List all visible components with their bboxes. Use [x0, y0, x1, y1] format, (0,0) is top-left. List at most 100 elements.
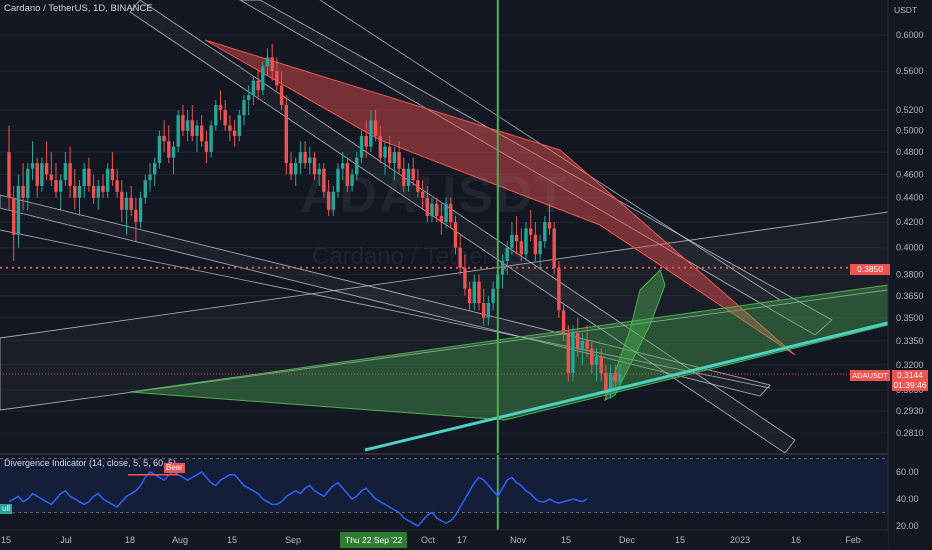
candle-body: [472, 281, 476, 304]
candle-body: [524, 228, 528, 255]
candle-body: [190, 120, 194, 136]
price-tick-label: 0.5600: [896, 66, 924, 76]
candle-body: [345, 163, 350, 186]
candle-body: [49, 174, 53, 181]
candle-body: [68, 163, 72, 186]
candle-body: [411, 168, 415, 181]
name-watermark: Cardano / TetherUS: [312, 243, 524, 270]
last-price-badge: 0.3144: [892, 370, 928, 381]
candle-body: [134, 209, 138, 223]
candle-body: [294, 163, 298, 175]
price-tick-label: 0.3500: [896, 313, 924, 323]
candle-body: [209, 125, 213, 153]
candle-body: [232, 130, 237, 136]
channel: [239, 0, 833, 336]
candle-body: [204, 141, 209, 153]
indicator-tick-label: 60.00: [896, 467, 919, 477]
time-axis[interactable]: 15 Jul 18 Aug 15 Sep Oct 17 Nov 15 Dec 15 2023 16 Feb: [0, 529, 888, 550]
candle-body: [7, 152, 11, 198]
indicator-line: [8, 471, 588, 527]
candle-body: [223, 110, 227, 126]
candle-body: [261, 66, 265, 91]
candle-body: [416, 180, 420, 192]
candle-body: [519, 241, 523, 255]
indicator-title[interactable]: Divergence Indicator (14, close, 5, 5, 6…: [4, 458, 177, 468]
time-tick-label: 2023: [730, 535, 750, 545]
candle-body: [336, 168, 340, 192]
candle-body: [439, 215, 444, 223]
candle-body: [12, 197, 16, 235]
candle-body: [538, 241, 542, 255]
candle-body: [162, 135, 166, 142]
candle-body: [383, 146, 387, 158]
candle-body: [392, 152, 397, 164]
price-tick-label: 0.5200: [896, 105, 924, 115]
candle-body: [514, 234, 519, 242]
candle-body: [63, 163, 68, 181]
candle-body: [200, 125, 204, 142]
candles: [7, 43, 622, 399]
candle-body: [214, 105, 218, 126]
price-tick-label: 0.4800: [896, 147, 924, 157]
candle-body: [171, 146, 176, 158]
candle-body: [110, 168, 115, 181]
candle-body: [73, 185, 77, 198]
price-tick-label: 0.3200: [896, 360, 924, 370]
candle-body: [510, 234, 514, 248]
symbol-watermark: ADAUSDT: [300, 166, 569, 224]
currency-label: USDT: [894, 5, 918, 15]
candle-body: [467, 288, 472, 304]
candle-body: [322, 168, 326, 192]
candle-body: [543, 222, 547, 242]
candle-body: [167, 141, 171, 158]
candle-body: [580, 340, 585, 349]
bear-label: Bear: [164, 463, 185, 473]
candle-body: [59, 180, 63, 192]
indicator-tick-label: 40.00: [896, 494, 919, 504]
candle-body: [486, 303, 491, 318]
candle-body: [435, 203, 439, 216]
candle-body: [91, 185, 96, 198]
time-tick-label: Nov: [510, 535, 527, 545]
candle-body: [505, 247, 509, 262]
time-axis-background: [0, 530, 888, 550]
candle-body: [218, 105, 223, 111]
candle-body: [449, 203, 453, 223]
candle-body: [153, 163, 157, 175]
candle-body: [576, 333, 580, 349]
candle-body: [26, 168, 30, 198]
candle-body: [101, 185, 105, 192]
time-tick-label: Oct: [421, 535, 436, 545]
candle-body: [317, 168, 321, 175]
candle-body: [185, 120, 190, 131]
candle-body: [96, 185, 100, 198]
candle-body: [613, 373, 617, 382]
support-trendline: [364, 321, 889, 452]
candle-body: [355, 157, 359, 175]
candle-body: [599, 356, 603, 374]
candle-body: [331, 191, 335, 210]
indicator-tick-label: 20.00: [896, 521, 919, 531]
candle-body: [402, 168, 406, 186]
time-tick-label: Dec: [619, 535, 636, 545]
candle-body: [35, 163, 39, 186]
candle-body: [265, 57, 270, 67]
candle-body: [270, 57, 274, 72]
candle-body: [444, 203, 448, 223]
cursor-date-badge: Thu 22 Sep '22: [340, 532, 408, 548]
candle-body: [176, 115, 180, 147]
price-axis[interactable]: 0.6000 0.5600 0.5200 0.5000 0.4800 0.4600 0.44…: [887, 0, 924, 550]
candle-body: [594, 356, 599, 365]
candle-body: [533, 234, 538, 255]
candle-body: [482, 303, 486, 318]
candle-body: [529, 228, 533, 235]
chart-title[interactable]: Cardano / TetherUS, 1D, BINANCE: [4, 3, 153, 14]
price-tick-label: 0.3350: [896, 336, 924, 346]
candle-body: [571, 333, 575, 374]
level-price-badge: 0.3850: [850, 264, 890, 275]
candle-body: [284, 105, 288, 164]
candle-body: [364, 135, 368, 147]
candle-body: [77, 185, 82, 198]
candle-body: [21, 185, 25, 198]
